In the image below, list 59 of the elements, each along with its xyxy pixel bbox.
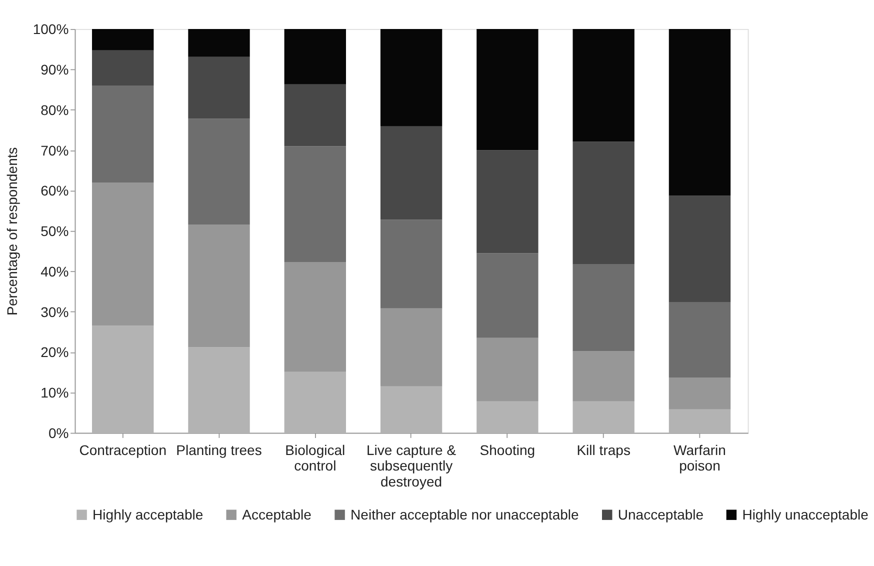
bar — [668, 28, 731, 196]
x-tick-label: Shooting — [480, 442, 536, 458]
bar — [92, 86, 154, 182]
bar — [92, 28, 154, 50]
bar — [668, 377, 731, 410]
bar — [92, 50, 154, 86]
bar — [572, 264, 634, 352]
bar — [476, 253, 538, 338]
x-tick-label: Kill traps — [576, 442, 630, 458]
bar — [476, 338, 538, 402]
bar — [476, 28, 538, 150]
legend-label: Unacceptable — [618, 506, 704, 523]
bar — [668, 196, 731, 302]
y-tick-label: 90% — [40, 62, 69, 78]
bar — [572, 351, 634, 402]
y-tick-label: 30% — [40, 304, 69, 320]
bar — [284, 372, 346, 433]
bar — [284, 28, 346, 84]
legend-label: Highly unacceptable — [742, 506, 869, 523]
bar — [380, 126, 442, 220]
y-tick-label: 20% — [40, 344, 69, 360]
bar — [380, 220, 442, 308]
bar — [380, 386, 442, 433]
bar — [188, 56, 250, 119]
bar — [188, 28, 250, 57]
bar — [188, 347, 250, 433]
bar — [476, 150, 538, 254]
bar — [284, 84, 346, 146]
y-tick-label: 0% — [48, 424, 69, 441]
x-tick-label: Biological control — [285, 442, 346, 474]
bar — [572, 142, 634, 264]
y-tick-label: 40% — [40, 263, 69, 280]
bar — [92, 182, 154, 326]
bar — [668, 409, 731, 433]
y-tick-label: 50% — [40, 223, 69, 240]
bar — [476, 401, 538, 433]
legend-label: Acceptable — [242, 506, 312, 523]
y-tick-label: 10% — [40, 384, 69, 401]
bar — [572, 401, 634, 433]
bar — [380, 308, 442, 386]
bar — [668, 302, 731, 378]
legend-label: Highly acceptable — [92, 506, 204, 523]
legend-label: Neither acceptable nor unacceptable — [350, 506, 580, 523]
bar — [188, 118, 250, 224]
y-tick-label: 70% — [40, 142, 69, 158]
y-tick-label: 60% — [40, 182, 69, 199]
x-tick-label: Contraception — [79, 442, 166, 458]
x-tick-label: Planting trees — [176, 442, 262, 458]
bar — [380, 28, 442, 126]
bar — [188, 224, 250, 348]
y-tick-label: 80% — [40, 102, 69, 118]
bar — [284, 262, 346, 372]
x-tick-label: Warfarin poison — [674, 442, 726, 474]
bar — [92, 326, 154, 433]
x-tick-label: Live capture & subsequently destroyed — [366, 442, 457, 490]
bar — [572, 28, 634, 142]
y-axis-title: Percentage of respondents — [4, 147, 20, 316]
bar — [284, 146, 346, 262]
y-tick-label: 100% — [32, 21, 69, 38]
